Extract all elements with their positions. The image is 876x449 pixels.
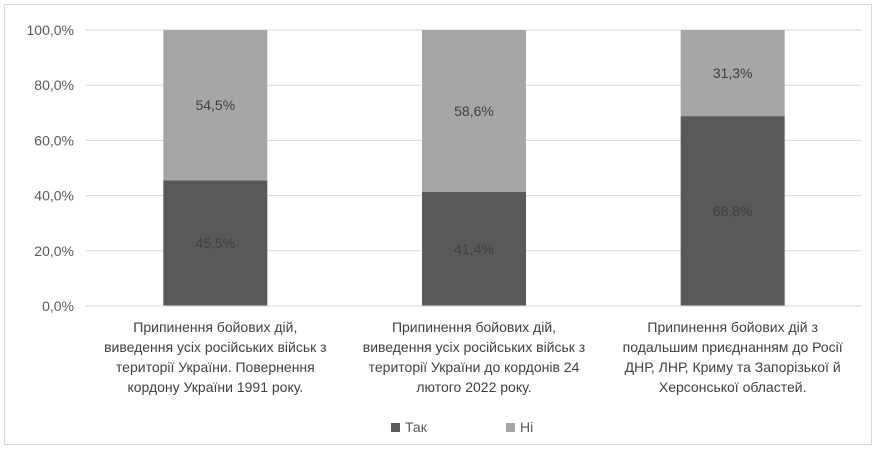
data-label: 58,6% bbox=[454, 103, 494, 119]
y-tick-label: 40,0% bbox=[34, 188, 74, 204]
category-label: Припинення бойових дій, виведення усіх ро… bbox=[104, 319, 326, 395]
data-label: 68,8% bbox=[713, 203, 753, 219]
y-tick-label: 60,0% bbox=[34, 132, 74, 148]
category-label-line: ДНР, ЛНР, Криму та Запорізької й bbox=[625, 359, 841, 375]
category-label: Припинення бойових дій, виведення усіх ро… bbox=[363, 319, 585, 395]
category-label-line: Припинення бойових дій з bbox=[647, 319, 818, 335]
y-tick-label: 80,0% bbox=[34, 77, 74, 93]
data-label: 45,5% bbox=[195, 235, 235, 251]
y-tick-label: 20,0% bbox=[34, 243, 74, 259]
legend-swatch-tak bbox=[391, 423, 400, 432]
legend-label-ni: Ні bbox=[520, 419, 533, 435]
category-label-line: кордону України 1991 року. bbox=[127, 379, 303, 395]
bar-tak bbox=[163, 180, 268, 306]
category-label-line: подальшим приєднанням до Росії bbox=[623, 339, 843, 355]
category-label: Припинення бойових дій з подальшим приєдн… bbox=[623, 319, 843, 395]
category-label-line: лютого 2022 року. bbox=[416, 379, 531, 395]
y-tick-label: 100,0% bbox=[27, 22, 74, 38]
y-tick-label: 0,0% bbox=[42, 298, 74, 314]
category-label-line: Херсонської областей. bbox=[659, 379, 807, 395]
legend-label-tak: Так bbox=[405, 419, 428, 435]
category-label-line: виведення усіх російських військ з bbox=[104, 339, 326, 355]
bar-tak bbox=[422, 191, 526, 306]
bar-ni bbox=[422, 30, 526, 192]
data-label: 31,3% bbox=[713, 65, 753, 81]
category-label-line: території України. Повернення bbox=[116, 359, 315, 375]
category-label-line: виведення усіх російських військ з bbox=[363, 339, 585, 355]
data-label: 41,4% bbox=[454, 241, 494, 257]
category-label-line: Припинення бойових дій, bbox=[133, 319, 297, 335]
bar-ni bbox=[163, 30, 268, 181]
legend-swatch-ni bbox=[506, 423, 515, 432]
bar-tak bbox=[680, 116, 785, 306]
data-label: 54,5% bbox=[195, 97, 235, 113]
category-label-line: Припинення бойових дій, bbox=[392, 319, 556, 335]
category-label-line: території України до кордонів 24 bbox=[369, 359, 580, 375]
bar-ni bbox=[680, 30, 785, 117]
